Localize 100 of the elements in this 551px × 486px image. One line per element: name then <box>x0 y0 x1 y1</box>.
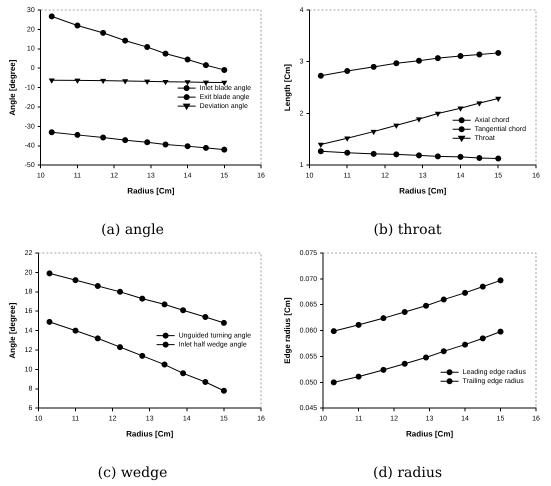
point <box>139 352 146 359</box>
point <box>202 144 209 151</box>
point <box>380 315 386 322</box>
point <box>440 348 447 354</box>
point <box>330 379 337 386</box>
point <box>100 78 106 84</box>
point <box>122 79 128 84</box>
text: (c) wedge <box>98 465 168 482</box>
point <box>221 66 228 73</box>
point <box>180 370 186 376</box>
point <box>476 51 482 58</box>
point <box>184 80 190 85</box>
point <box>393 60 400 66</box>
point <box>94 335 101 342</box>
x-axis-title: Radius [Cm] <box>406 430 454 439</box>
point <box>122 38 128 44</box>
point <box>162 141 169 148</box>
point <box>394 124 399 128</box>
point <box>48 129 55 136</box>
point <box>144 80 150 84</box>
y-axis-title: Angle [degree] <box>8 59 18 116</box>
point <box>476 101 482 106</box>
point <box>100 30 106 36</box>
point <box>476 154 482 161</box>
point <box>402 308 408 315</box>
text: (d) radius <box>372 465 442 482</box>
point <box>458 106 464 112</box>
point <box>139 296 146 302</box>
point <box>202 314 208 320</box>
point <box>498 328 504 335</box>
point <box>356 322 362 328</box>
point <box>480 335 486 342</box>
point <box>416 152 422 158</box>
point <box>423 302 430 309</box>
point <box>440 296 447 303</box>
y-axis-title: Length [Cm] <box>283 64 292 112</box>
point <box>435 112 441 116</box>
point <box>416 117 422 122</box>
point <box>162 50 169 57</box>
point <box>434 55 441 62</box>
point <box>162 362 168 368</box>
point <box>402 360 408 367</box>
point <box>480 284 486 290</box>
x-axis-title: Radius [Cm] <box>127 186 175 196</box>
point <box>180 307 186 314</box>
text: (a) angle <box>101 222 164 238</box>
point <box>370 150 377 157</box>
point <box>393 151 400 158</box>
point <box>162 301 168 308</box>
point <box>74 22 80 29</box>
point <box>416 58 422 64</box>
y-axis-title: Angle [degree] <box>8 302 18 359</box>
point <box>144 139 150 146</box>
point <box>184 56 191 62</box>
point <box>221 146 228 153</box>
point <box>184 143 191 150</box>
point <box>344 68 350 74</box>
point <box>462 342 468 348</box>
point <box>344 150 350 156</box>
point <box>46 270 53 276</box>
point <box>220 320 227 326</box>
point <box>122 137 128 144</box>
point <box>356 374 362 380</box>
point <box>48 13 55 20</box>
point <box>495 155 502 162</box>
point <box>318 148 324 154</box>
point <box>74 78 80 84</box>
x-axis-title: Radius [Cm] <box>399 186 447 196</box>
point <box>330 328 337 334</box>
text: (b) throat <box>373 222 442 238</box>
point <box>74 132 80 138</box>
point <box>220 388 227 394</box>
point <box>49 78 54 84</box>
point <box>498 277 504 284</box>
point <box>318 142 324 148</box>
point <box>162 80 168 85</box>
y-axis-title: Edge radius [Cm] <box>283 297 292 364</box>
point <box>117 344 124 350</box>
point <box>370 64 377 70</box>
point <box>46 318 53 325</box>
point <box>117 288 124 295</box>
point <box>458 154 464 160</box>
point <box>380 366 386 373</box>
point <box>100 134 106 140</box>
point <box>434 153 441 160</box>
point <box>423 354 430 360</box>
point <box>496 96 501 102</box>
point <box>202 62 209 68</box>
point <box>495 50 502 56</box>
point <box>72 328 78 334</box>
point <box>72 277 78 284</box>
point <box>371 130 376 135</box>
point <box>144 44 150 50</box>
point <box>318 72 324 79</box>
point <box>202 379 208 386</box>
x-axis-title: Radius [Cm] <box>126 430 174 439</box>
point <box>458 53 464 60</box>
point <box>203 80 209 86</box>
point <box>462 290 468 296</box>
point <box>94 282 101 289</box>
